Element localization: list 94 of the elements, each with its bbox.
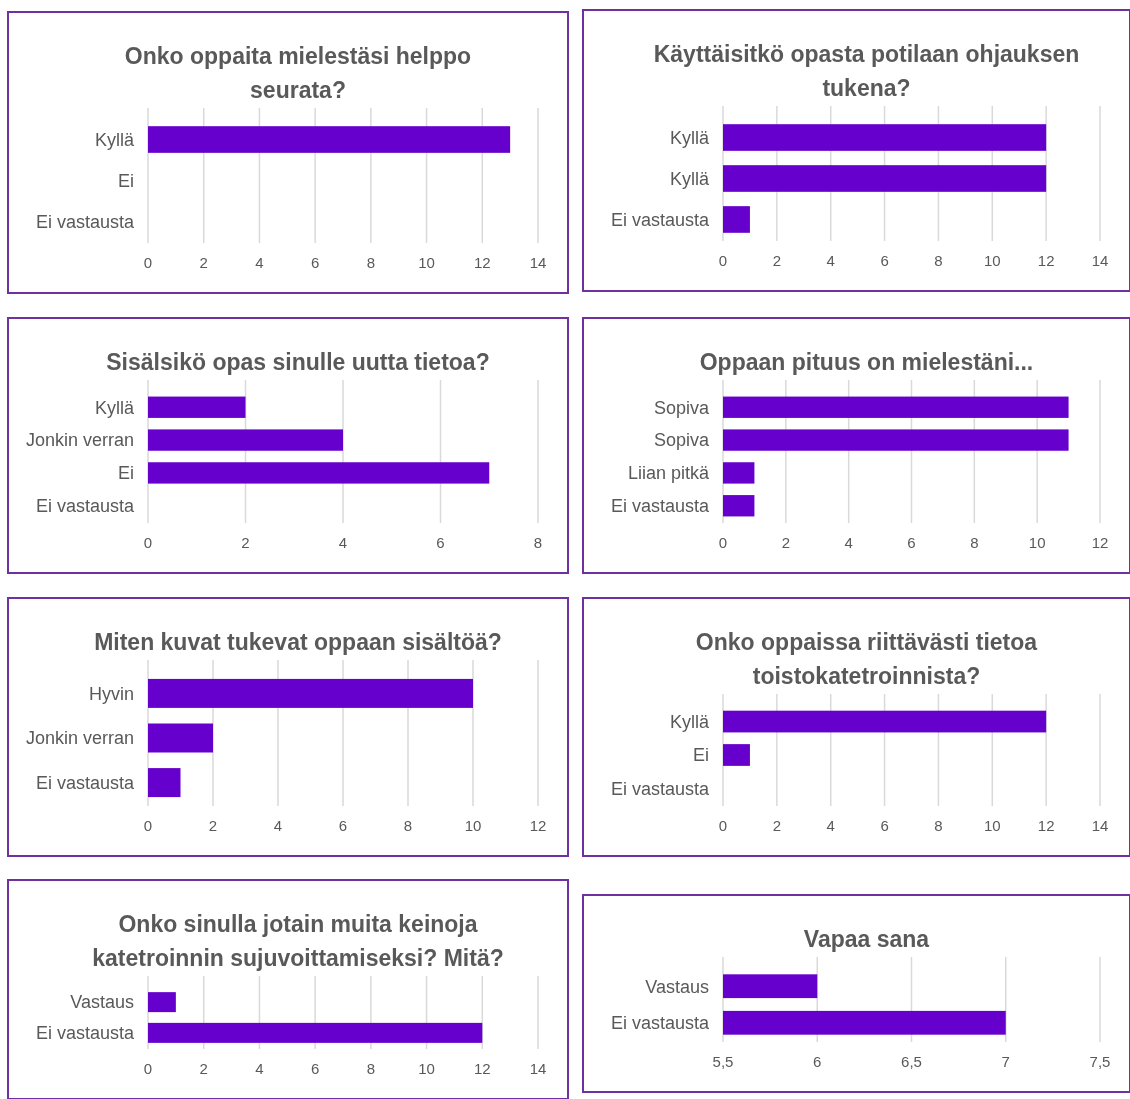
chart-title: Vapaa sana (803, 926, 930, 952)
y-tick-label: Ei vastausta (610, 209, 710, 230)
chart-title: Onko oppaita mielestäsi helppo seurata? (124, 43, 472, 103)
x-tick-label: 14 (529, 1060, 547, 1077)
y-tick-label: Ei vastausta (610, 496, 710, 517)
x-tick-label: 6 (310, 254, 320, 271)
x-tick-label: 12 (1037, 817, 1055, 834)
chart-title: Käyttäisitkö opasta potilaan ohjauksen tukena? (653, 41, 1080, 101)
x-tick-label: 14 (1091, 817, 1109, 834)
x-tick-label: 8 (934, 817, 943, 834)
x-tick-label: 6 (813, 1053, 822, 1070)
x-tick-label: 0 (718, 534, 728, 551)
y-tick-label: Kyllä (669, 711, 710, 732)
x-tick-label: 6 (907, 534, 916, 551)
y-tick-label: Kyllä (669, 127, 710, 148)
y-tick-label: Kyllä (669, 168, 710, 189)
x-tick-label: 4 (844, 534, 853, 551)
bar (148, 396, 246, 418)
x-tick-label: 8 (403, 817, 413, 834)
x-tick-label: 6,5 (901, 1053, 922, 1070)
y-tick-label: Ei vastausta (610, 1013, 710, 1034)
x-tick-label: 8 (934, 252, 943, 269)
x-tick-label: 0 (143, 817, 153, 834)
x-tick-label: 6 (880, 252, 889, 269)
x-tick-label: 12 (1037, 252, 1055, 269)
x-tick-label: 2 (199, 1060, 208, 1077)
x-tick-label: 4 (255, 254, 264, 271)
x-tick-label: 8 (366, 1060, 376, 1077)
bar (148, 723, 213, 753)
y-tick-label: Ei (117, 170, 134, 191)
x-tick-label: 7,5 (1089, 1053, 1111, 1070)
x-tick-label: 6 (310, 1060, 320, 1077)
y-tick-label: Vastaus (70, 992, 134, 1013)
x-tick-label: 10 (983, 252, 1001, 269)
y-tick-label: Liian pitkä (627, 463, 710, 484)
y-tick-label: Jonkin verran (25, 728, 134, 749)
x-tick-label: 14 (529, 254, 547, 271)
bar (148, 462, 490, 484)
y-tick-label: Ei vastausta (35, 1023, 135, 1044)
x-tick-label: 10 (418, 1060, 435, 1077)
x-tick-label: 4 (826, 252, 835, 269)
x-tick-label: 0 (143, 1060, 153, 1077)
y-tick-label: Ei vastausta (35, 496, 135, 517)
x-tick-label: 0 (143, 254, 153, 271)
chart-title: Oppaan pituus on mielestäni... (699, 349, 1034, 375)
x-tick-label: 2 (772, 817, 782, 834)
x-tick-label: 12 (473, 1060, 491, 1077)
bar (148, 678, 473, 708)
y-tick-label: Jonkin verran (25, 430, 134, 451)
chart-title: Sisälsikö opas sinulle uutta tietoa? (106, 349, 490, 375)
y-tick-label: Ei vastausta (35, 772, 135, 793)
x-tick-label: 2 (199, 254, 208, 271)
x-tick-label: 10 (1028, 534, 1046, 551)
x-tick-label: 0 (143, 534, 153, 551)
x-tick-label: 2 (208, 817, 218, 834)
y-tick-label: Sopiva (653, 397, 710, 418)
x-tick-label: 7 (1001, 1053, 1010, 1070)
x-tick-label: 4 (255, 1060, 264, 1077)
chart-title: Miten kuvat tukevat oppaan sisältöä? (94, 629, 502, 655)
x-tick-label: 10 (983, 817, 1001, 834)
y-tick-label: Ei (117, 463, 134, 484)
x-tick-label: 12 (1091, 534, 1109, 551)
y-tick-label: Kyllä (94, 397, 135, 418)
x-tick-label: 14 (1091, 252, 1109, 269)
x-tick-label: 6 (338, 817, 348, 834)
x-tick-label: 0 (718, 817, 728, 834)
x-tick-label: 6 (880, 817, 889, 834)
y-tick-label: Sopiva (653, 430, 710, 451)
x-tick-label: 5,5 (712, 1053, 734, 1070)
x-tick-label: 8 (366, 254, 376, 271)
bar (148, 768, 181, 798)
x-tick-label: 6 (436, 534, 445, 551)
x-tick-label: 2 (772, 252, 782, 269)
y-tick-label: Hyvin (88, 683, 134, 704)
chart-title: Onko sinulla jotain muita keinoja katetroinnin sujuvoittamiseksi? Mitä? (92, 911, 504, 971)
y-tick-label: Ei (692, 745, 709, 766)
y-tick-label: Vastaus (645, 976, 709, 997)
x-tick-label: 4 (338, 534, 348, 551)
x-tick-label: 10 (464, 817, 482, 834)
x-tick-label: 12 (473, 254, 491, 271)
x-tick-label: 0 (718, 252, 728, 269)
x-tick-label: 2 (241, 534, 250, 551)
x-tick-label: 12 (529, 817, 547, 834)
y-tick-label: Ei vastausta (35, 211, 135, 232)
y-tick-label: Ei vastausta (610, 778, 710, 799)
x-tick-label: 10 (418, 254, 435, 271)
x-tick-label: 8 (970, 534, 979, 551)
bar (148, 429, 343, 451)
x-tick-label: 2 (781, 534, 791, 551)
y-tick-label: Kyllä (94, 129, 135, 150)
x-tick-label: 4 (826, 817, 835, 834)
x-tick-label: 8 (533, 534, 543, 551)
x-tick-label: 4 (273, 817, 283, 834)
chart-title: Onko oppaissa riittävästi tietoa toistokatetroinnista? (695, 629, 1038, 689)
